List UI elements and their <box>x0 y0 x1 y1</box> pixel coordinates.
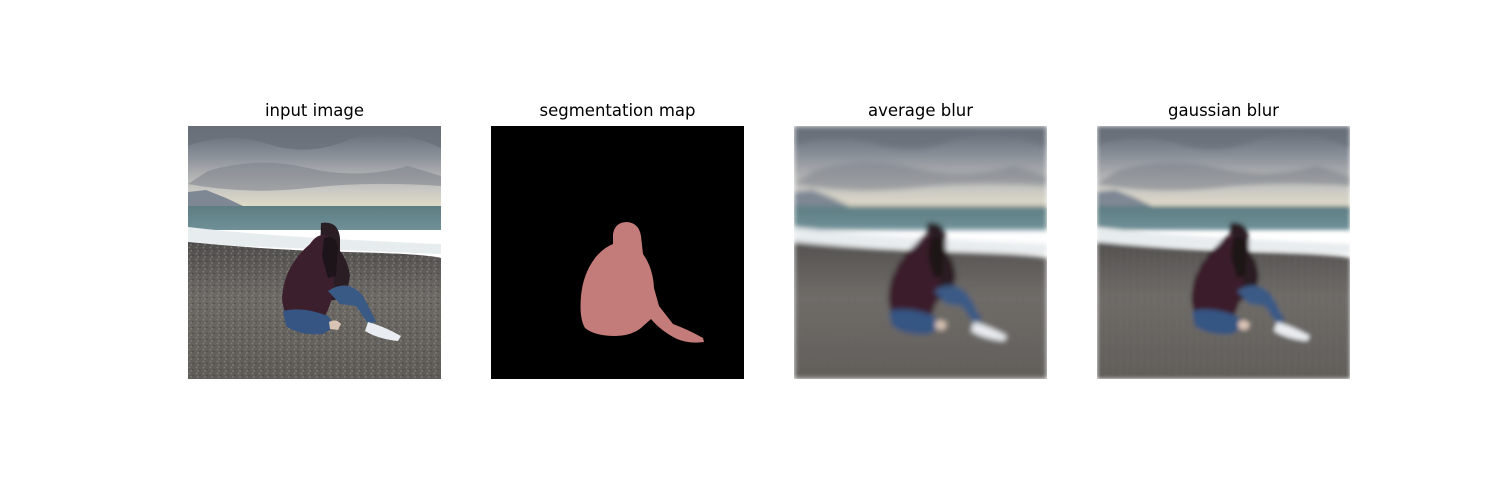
panel-title: segmentation map <box>539 101 696 120</box>
panel-title: gaussian blur <box>1168 101 1279 120</box>
gaussian-blur-image <box>1097 126 1350 379</box>
segmentation-map-image <box>491 126 744 379</box>
panel-title: average blur <box>867 101 974 120</box>
segmentation-person-mask <box>580 222 704 343</box>
input-image <box>188 126 441 379</box>
average-blur-image <box>794 126 1047 379</box>
panel-title: input image <box>264 101 365 120</box>
